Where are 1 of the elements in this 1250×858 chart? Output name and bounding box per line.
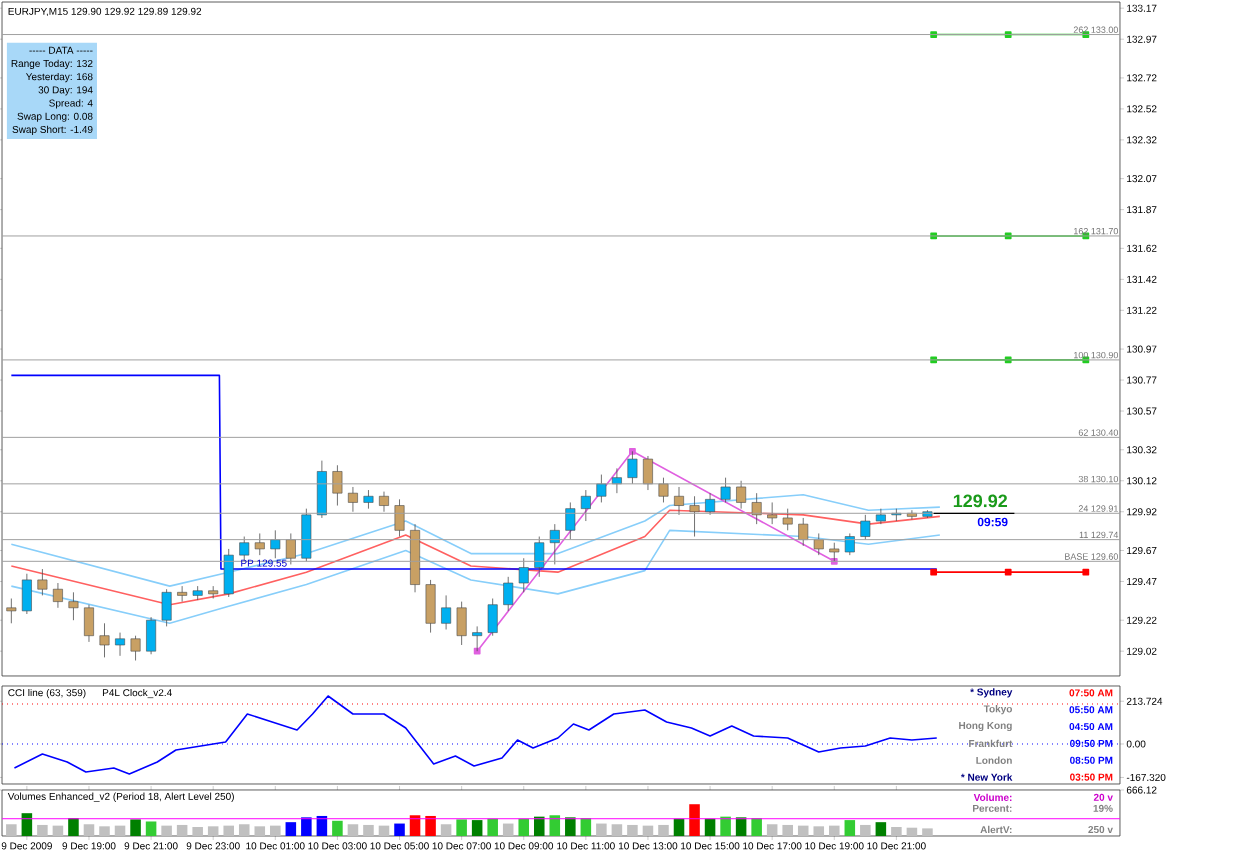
annotation: 129.92 xyxy=(953,494,1008,508)
